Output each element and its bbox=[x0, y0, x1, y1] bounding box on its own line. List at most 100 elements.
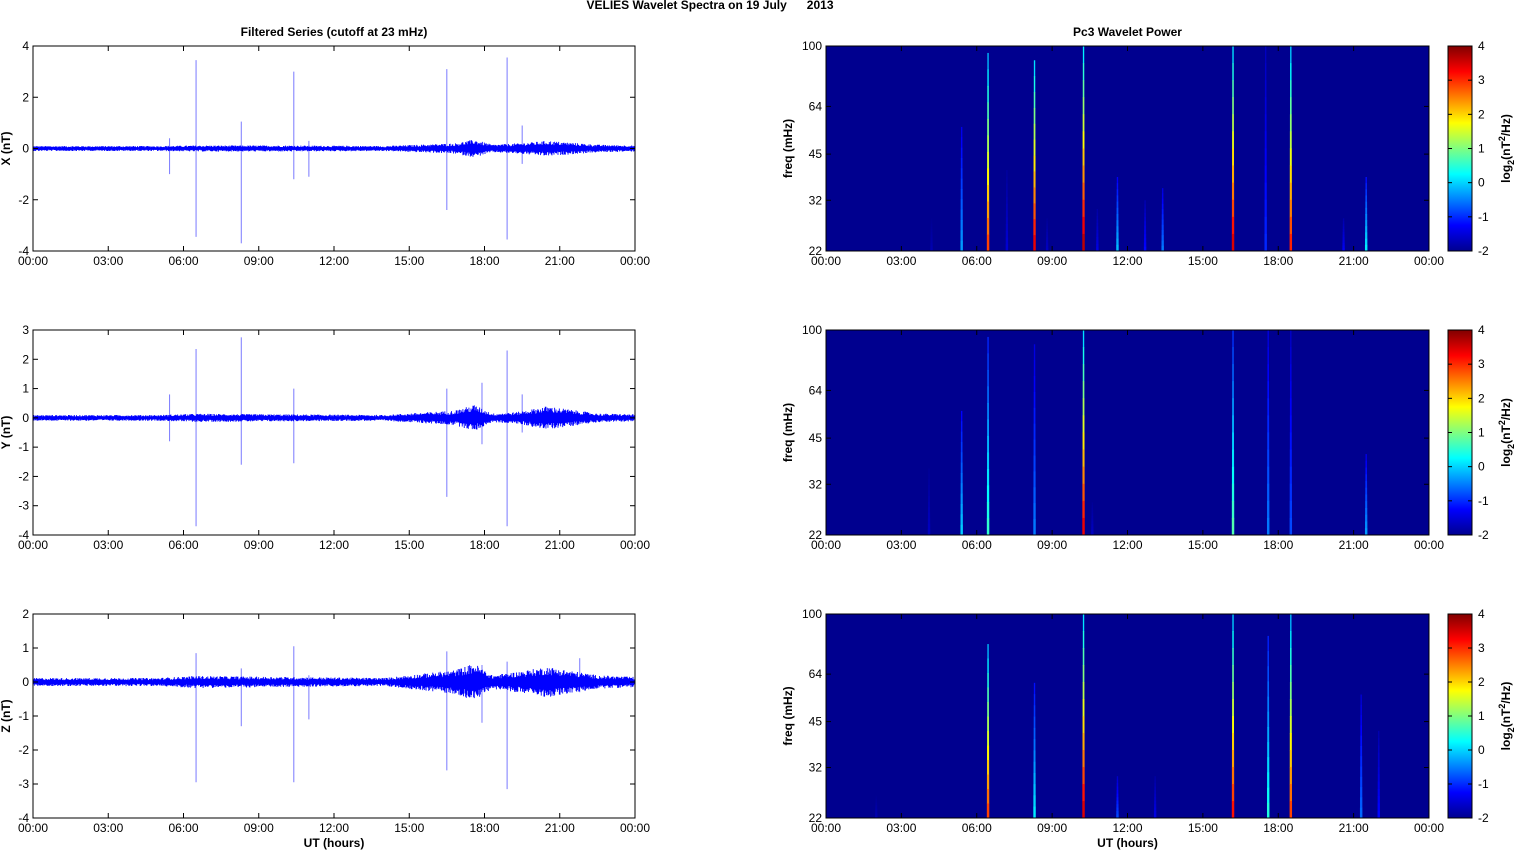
power-streak bbox=[875, 808, 878, 811]
power-streak bbox=[928, 496, 930, 502]
power-streak bbox=[1231, 483, 1235, 502]
power-streak bbox=[1033, 203, 1036, 220]
power-streak bbox=[1033, 235, 1036, 252]
power-streak bbox=[1267, 787, 1270, 804]
power-streak bbox=[1232, 46, 1234, 64]
power-streak bbox=[1033, 471, 1036, 488]
power-streak bbox=[1365, 189, 1367, 196]
power-streak bbox=[987, 52, 989, 70]
y-tick-label: -1 bbox=[18, 440, 29, 454]
power-streak bbox=[1033, 187, 1036, 204]
power-streak bbox=[986, 501, 990, 519]
x-tick-label: 00:00 bbox=[1414, 254, 1444, 268]
power-streak bbox=[960, 462, 963, 474]
power-streak bbox=[930, 231, 933, 235]
power-streak bbox=[1091, 502, 1093, 506]
power-streak bbox=[1033, 727, 1036, 740]
power-streak bbox=[1289, 398, 1292, 416]
power-streak bbox=[1231, 500, 1235, 519]
power-streak bbox=[1342, 226, 1345, 230]
power-streak bbox=[1267, 772, 1270, 788]
power-streak bbox=[1046, 237, 1049, 241]
power-streak bbox=[1046, 226, 1048, 230]
power-streak bbox=[1082, 148, 1085, 166]
power-streak bbox=[928, 468, 930, 475]
power-streak bbox=[1082, 665, 1085, 683]
power-streak bbox=[1082, 716, 1085, 734]
power-streak bbox=[1082, 63, 1085, 81]
power-streak bbox=[1232, 682, 1234, 700]
x-tick-label: 03:00 bbox=[886, 821, 916, 835]
power-streak bbox=[1342, 237, 1345, 241]
power-streak bbox=[1033, 739, 1036, 751]
y-tick-label: -3 bbox=[18, 777, 29, 791]
x-tick-label: 00:00 bbox=[620, 538, 650, 552]
colorbar-tick-label: 0 bbox=[1478, 460, 1485, 474]
power-streak bbox=[1290, 648, 1292, 666]
power-streak bbox=[1091, 524, 1094, 528]
power-streak bbox=[1005, 224, 1008, 232]
power-streak bbox=[1161, 235, 1164, 241]
power-streak bbox=[875, 812, 878, 815]
x-tick-label: 15:00 bbox=[1188, 538, 1218, 552]
power-streak bbox=[1082, 483, 1085, 502]
power-streak bbox=[1033, 705, 1036, 717]
power-streak bbox=[928, 490, 930, 497]
y-tick-label: 100 bbox=[802, 323, 822, 337]
power-streak bbox=[1289, 114, 1292, 132]
power-streak bbox=[960, 137, 963, 148]
power-streak bbox=[1289, 750, 1292, 768]
x-tick-label: 18:00 bbox=[1263, 254, 1293, 268]
power-streak bbox=[1096, 247, 1099, 252]
y-tick-label: 32 bbox=[809, 477, 823, 491]
power-streak bbox=[987, 452, 990, 470]
power-streak bbox=[1290, 46, 1292, 64]
power-streak bbox=[1096, 230, 1099, 234]
power-streak bbox=[1082, 466, 1085, 485]
colorbar-tick-label: 3 bbox=[1478, 357, 1485, 371]
spectrum-background bbox=[826, 330, 1429, 535]
power-streak bbox=[961, 410, 963, 422]
power-streak bbox=[1290, 63, 1292, 81]
power-streak bbox=[1006, 190, 1008, 198]
power-streak bbox=[1005, 203, 1008, 211]
x-tick-label: 09:00 bbox=[1037, 538, 1067, 552]
power-streak bbox=[1144, 229, 1147, 235]
y-tick-label: 22 bbox=[809, 528, 823, 542]
x-tick-label: 03:00 bbox=[886, 538, 916, 552]
power-streak bbox=[1377, 788, 1380, 797]
power-streak bbox=[1033, 344, 1036, 361]
x-tick-label: 18:00 bbox=[469, 821, 499, 835]
power-streak bbox=[1232, 449, 1235, 467]
power-streak bbox=[927, 512, 931, 519]
power-streak bbox=[1378, 738, 1380, 746]
power-streak bbox=[1289, 182, 1292, 201]
power-streak bbox=[986, 789, 990, 804]
x-tick-label: 00:00 bbox=[18, 538, 48, 552]
power-streak bbox=[1265, 46, 1267, 64]
y-tick-label: 64 bbox=[809, 667, 823, 681]
power-streak bbox=[1365, 195, 1368, 202]
power-streak bbox=[1289, 381, 1292, 399]
power-streak bbox=[1154, 807, 1157, 812]
x-tick-label: 09:00 bbox=[244, 254, 274, 268]
power-streak bbox=[1091, 515, 1094, 519]
power-streak bbox=[986, 234, 990, 252]
power-streak bbox=[1082, 398, 1085, 416]
power-streak bbox=[1360, 756, 1363, 767]
plot-area bbox=[33, 330, 635, 535]
y-tick-label: -2 bbox=[18, 193, 29, 207]
power-streak bbox=[1342, 234, 1345, 238]
power-streak bbox=[1046, 229, 1048, 233]
power-streak bbox=[930, 237, 933, 241]
x-tick-label: 15:00 bbox=[1188, 254, 1218, 268]
power-streak bbox=[1360, 715, 1362, 726]
power-streak bbox=[1006, 176, 1008, 184]
colorbar-label: log2(nT2/Hz) bbox=[1497, 398, 1515, 467]
power-streak bbox=[1033, 503, 1036, 520]
colorbar-tick-label: -1 bbox=[1478, 494, 1489, 508]
colorbar-tick-label: -1 bbox=[1478, 210, 1489, 224]
power-streak bbox=[1360, 725, 1362, 736]
power-streak bbox=[960, 472, 963, 484]
power-streak bbox=[987, 353, 989, 371]
